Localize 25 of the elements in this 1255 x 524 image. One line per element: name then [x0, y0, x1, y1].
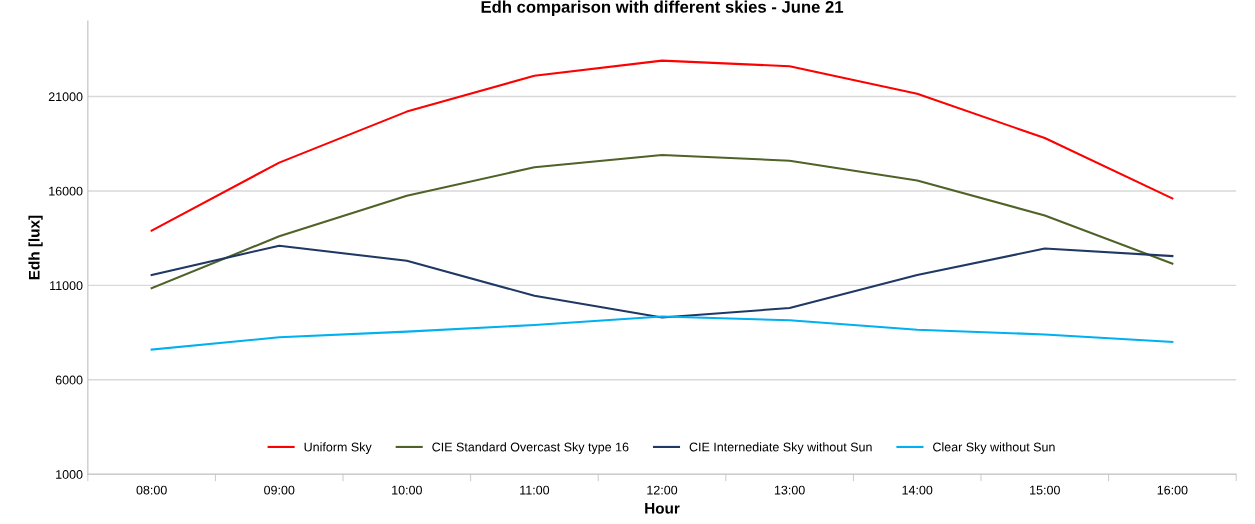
y-tick-label: 6000	[55, 375, 83, 385]
y-axis-title: Edh [lux]	[28, 215, 43, 280]
chart-title: Edh comparison with different skies - June 21	[481, 0, 844, 17]
x-tick-label: 14:00	[902, 485, 933, 495]
x-axis-title: Hour	[645, 503, 680, 514]
line-series	[150, 154, 1174, 290]
y-tick-label: 16000	[49, 186, 83, 196]
x-tick-label: 09:00	[264, 485, 295, 495]
x-tick-label: 12:00	[647, 485, 678, 495]
y-tick-label: 21000	[48, 92, 83, 102]
line-series	[150, 315, 1174, 351]
x-tick-label: 13:00	[774, 485, 805, 495]
line-series	[150, 59, 1174, 232]
legend-label: CIE Standard Overcast Sky type 16	[432, 442, 629, 454]
x-tick-label: 10:00	[392, 485, 422, 495]
y-tick-label: 11000	[50, 281, 83, 291]
x-tick-label: 16:00	[1157, 485, 1188, 495]
legend-label: Uniform Sky	[304, 442, 372, 454]
x-tick-label: 08:00	[136, 485, 167, 495]
line-series	[150, 244, 1174, 319]
y-tick-label: 1000	[56, 470, 83, 479]
x-tick-label: 11:00	[520, 485, 550, 495]
legend-label: Clear Sky without Sun	[933, 442, 1055, 454]
x-tick-label: 15:00	[1030, 485, 1060, 495]
legend-label: CIE Internediate Sky without Sun	[689, 442, 872, 454]
